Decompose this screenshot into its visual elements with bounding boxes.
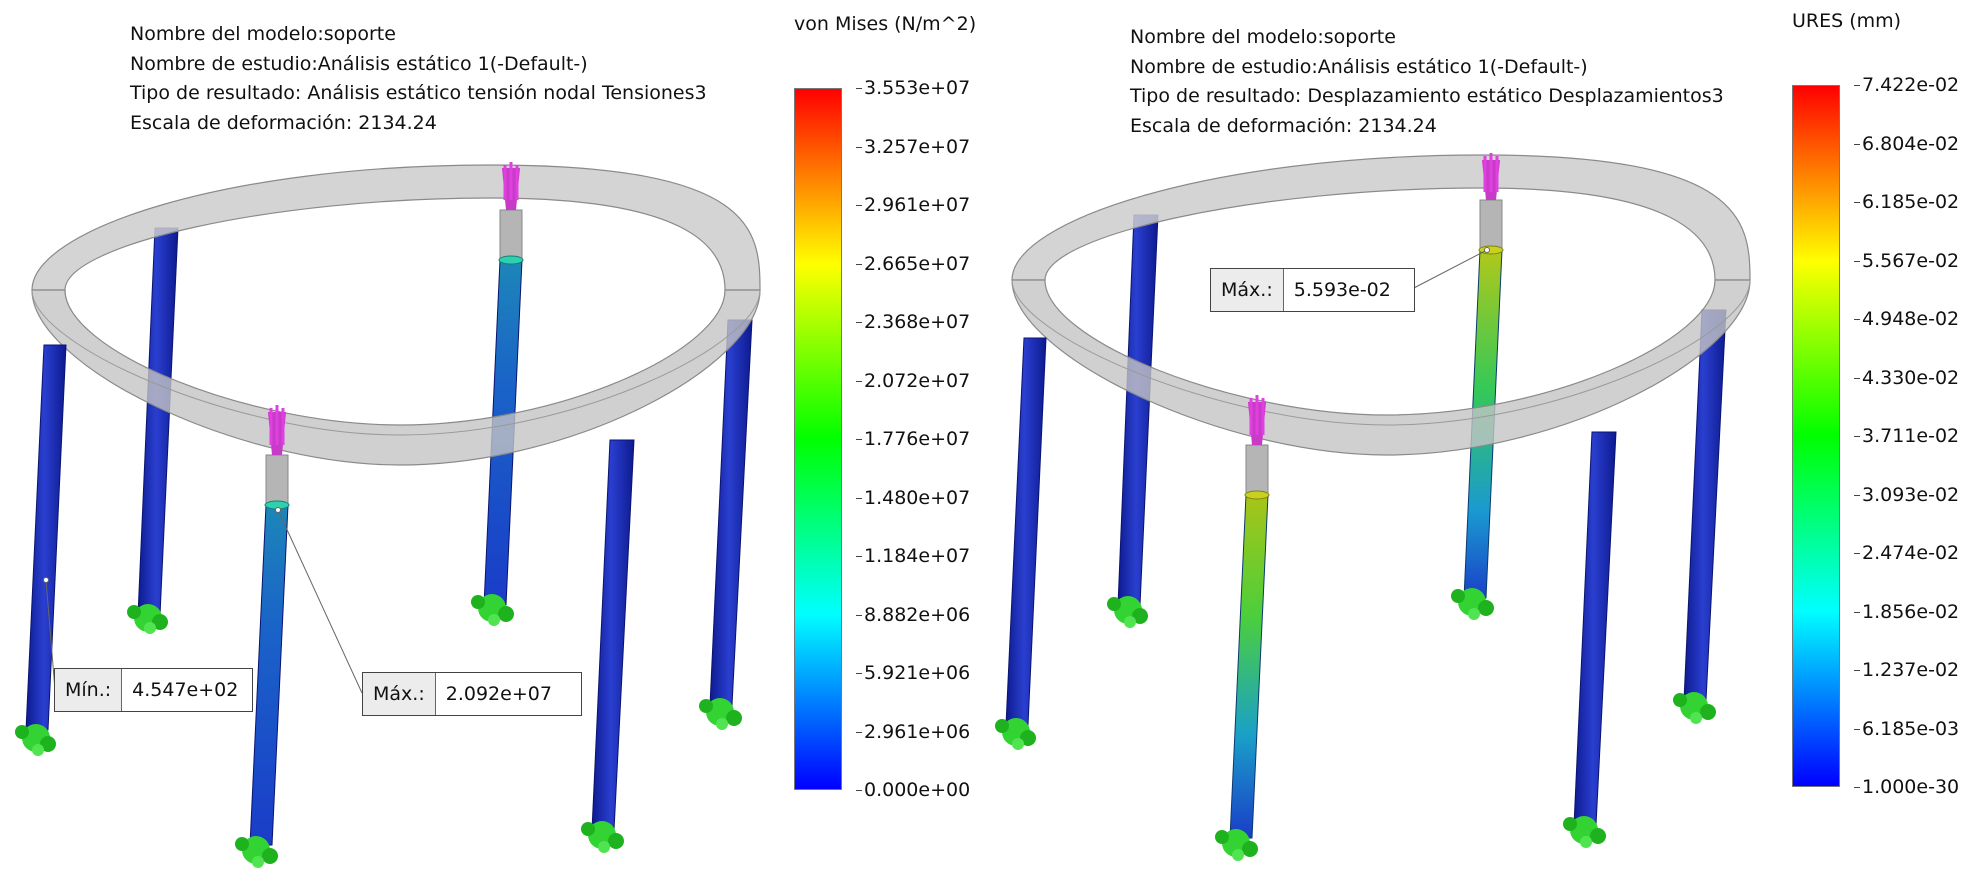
column-top-cap <box>1244 490 1270 500</box>
legend-tick-label: 2.961e+06 <box>856 721 982 743</box>
legend-tick-label: 3.257e+07 <box>856 136 982 158</box>
fixture-icon <box>699 698 742 730</box>
legend-tick-label: 3.553e+07 <box>856 77 982 99</box>
ring-back <box>1011 154 1751 281</box>
study-name: Nombre de estudio:Análisis estático 1(-D… <box>1130 55 1588 78</box>
fixture-icon <box>1107 596 1148 628</box>
legend-tick-label: 4.330e-02 <box>1854 367 1965 389</box>
legend-tick-label: 2.368e+07 <box>856 311 982 333</box>
legend-tick-label: 5.921e+06 <box>856 662 982 684</box>
min-leader-line <box>45 579 56 691</box>
max-leader-line <box>277 509 363 694</box>
legend-tick-label: 3.711e-02 <box>1854 425 1965 447</box>
fixture-icon <box>995 718 1036 750</box>
force-arrow-icon <box>268 405 286 455</box>
max-value: 2.092e+07 <box>445 683 552 705</box>
column-front-left <box>1005 337 1047 726</box>
legend-tick-label: 5.567e-02 <box>1854 250 1965 272</box>
legend-tick-label: 3.093e-02 <box>1854 484 1965 506</box>
legend-tick-label: 4.948e-02 <box>1854 308 1965 330</box>
max-leader-line <box>1409 249 1488 291</box>
legend-ticks: 3.553e+07 3.257e+07 2.961e+07 2.665e+07 2.36… <box>856 77 982 801</box>
study-name: Nombre de estudio:Análisis estático 1(-D… <box>130 52 588 75</box>
min-value: 4.547e+02 <box>132 679 239 701</box>
force-arrow-icon <box>1482 153 1500 200</box>
legend-tick-label: 2.474e-02 <box>1854 542 1965 564</box>
fixture-icon <box>235 836 278 868</box>
stress-plot-panel: Nombre del modelo:soporte Nombre de estu… <box>0 0 982 872</box>
fixture-icon <box>15 724 56 756</box>
column-loaded-front <box>249 504 289 846</box>
legend-tick-label: 6.804e-02 <box>1854 133 1965 155</box>
legend-tick-label: 1.184e+07 <box>856 545 982 567</box>
column-back-left <box>1117 214 1159 606</box>
force-arrow-icon <box>502 162 520 210</box>
fixture-icon <box>1563 816 1606 848</box>
max-callout[interactable]: Máx.: 5.593e-02 <box>1210 268 1415 312</box>
min-callout[interactable]: Mín.: 4.547e+02 <box>54 668 254 712</box>
legend-ticks: 7.422e-02 6.804e-02 6.185e-02 5.567e-02 4.94… <box>1854 74 1965 798</box>
legend-tick-label: 7.422e-02 <box>1854 74 1965 96</box>
study-info: Nombre del modelo:soporte Nombre de estu… <box>1130 23 1724 141</box>
ring-back <box>31 164 761 291</box>
load-column-top <box>265 454 289 508</box>
force-arrow-icon <box>1248 395 1266 445</box>
legend-title: URES (mm) <box>1792 10 1902 32</box>
column-front-right <box>1573 431 1617 826</box>
column-back-right <box>1683 309 1727 701</box>
max-label: Máx.: <box>363 673 436 715</box>
fixture-icon <box>1215 829 1258 861</box>
displacement-model-view <box>995 153 1751 861</box>
deformation-scale: Escala de deformación: 2134.24 <box>130 111 437 134</box>
stress-model-view <box>15 162 761 868</box>
min-label: Mín.: <box>55 669 123 711</box>
load-column-top <box>1479 199 1503 253</box>
legend-tick-label: 2.665e+07 <box>856 253 982 275</box>
load-column-top <box>1245 444 1269 498</box>
fixture-icon <box>127 604 168 634</box>
column-front-right <box>591 439 635 831</box>
fixture-icon <box>581 821 624 853</box>
legend-tick-label: 1.480e+07 <box>856 487 982 509</box>
fixture-icon <box>471 594 514 626</box>
legend-tick-label: 2.072e+07 <box>856 370 982 392</box>
max-callout[interactable]: Máx.: 2.092e+07 <box>362 672 582 716</box>
legend-tick-label: 1.237e-02 <box>1854 659 1965 681</box>
legend-tick-label: 2.961e+07 <box>856 194 982 216</box>
legend-title: von Mises (N/m^2) <box>794 13 977 35</box>
column-loaded-front <box>1229 494 1269 839</box>
legend-tick-label: 8.882e+06 <box>856 604 982 626</box>
legend-tick-label: 6.185e-03 <box>1854 718 1965 740</box>
model-name: Nombre del modelo:soporte <box>1130 26 1396 48</box>
deformation-scale: Escala de deformación: 2134.24 <box>1130 114 1437 137</box>
legend-tick-label: 1.776e+07 <box>856 428 982 450</box>
legend-tick-label: 0.000e+00 <box>856 779 982 801</box>
color-legend-bar <box>1792 85 1840 787</box>
fixture-icon <box>1451 588 1494 620</box>
column-top-cap <box>498 255 524 265</box>
model-name: Nombre del modelo:soporte <box>130 23 396 45</box>
study-info: Nombre del modelo:soporte Nombre de estu… <box>130 20 707 138</box>
max-value: 5.593e-02 <box>1293 279 1391 301</box>
load-column-top <box>499 209 523 263</box>
column-back-left <box>137 227 179 616</box>
result-type: Tipo de resultado: Análisis estático ten… <box>130 82 707 104</box>
fixture-icon <box>1673 692 1716 724</box>
legend-tick-label: 1.856e-02 <box>1854 601 1965 623</box>
legend-tick-label: 1.000e-30 <box>1854 776 1965 798</box>
column-back-right <box>709 319 753 706</box>
max-label: Máx.: <box>1211 269 1284 311</box>
displacement-plot-panel: Nombre del modelo:soporte Nombre de estu… <box>982 0 1965 872</box>
result-type: Tipo de resultado: Desplazamiento estáti… <box>1130 85 1724 107</box>
legend-tick-label: 6.185e-02 <box>1854 191 1965 213</box>
color-legend-bar <box>794 88 842 790</box>
column-front-left <box>25 344 67 731</box>
